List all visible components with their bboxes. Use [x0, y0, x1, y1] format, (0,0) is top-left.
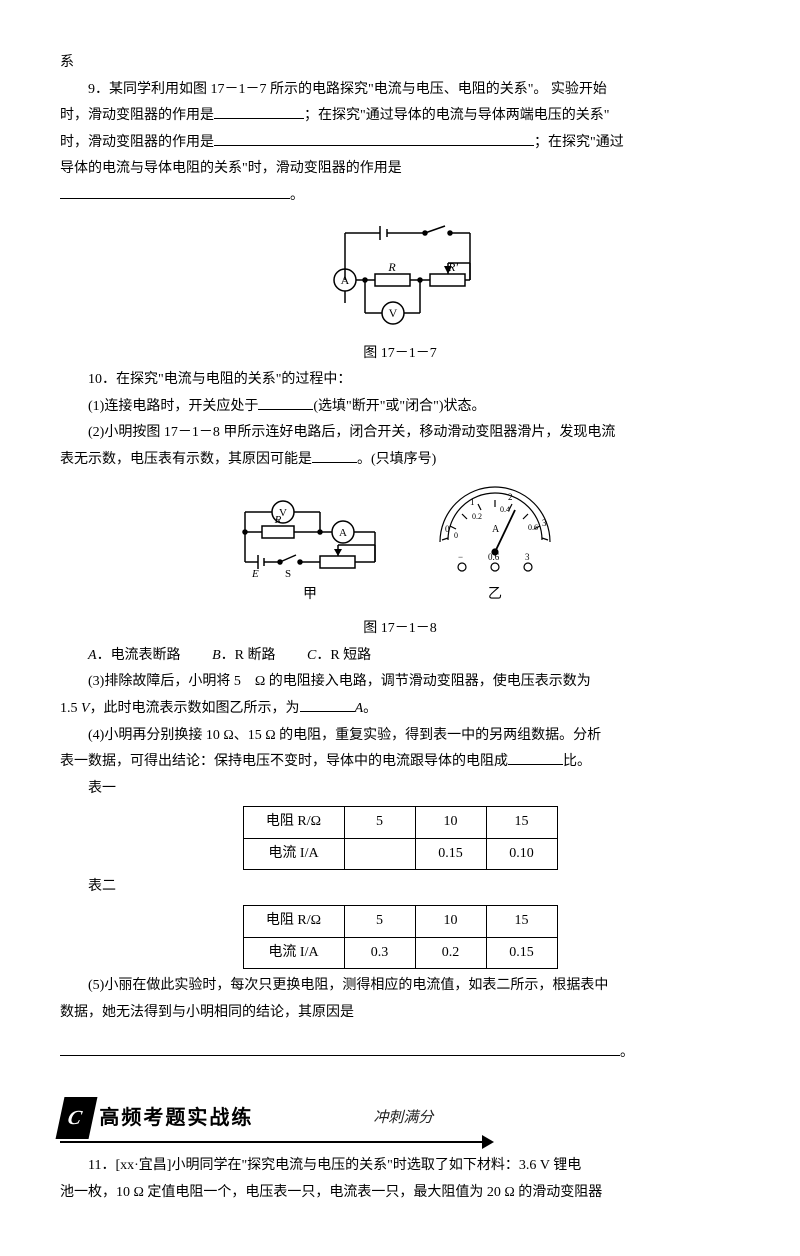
q9-line4: 导体的电流与导体电阻的关系"时，滑动变阻器的作用是: [60, 156, 740, 183]
circuit-diagram-1: A R R' V: [305, 218, 495, 333]
blank: [214, 131, 534, 146]
q10-s5-blank: 。: [60, 1040, 740, 1067]
q10-s3b: 1.5: [60, 701, 81, 716]
svg-text:S: S: [285, 568, 291, 580]
q10-s3end: 。: [363, 701, 377, 716]
opt-B-label: B: [212, 648, 221, 663]
opt-C-label: C: [307, 648, 316, 663]
banner-title: 高频考题实战练: [99, 1099, 253, 1137]
q10-options: A．电流表断路 B．R 断路 C．R 短路: [60, 643, 740, 670]
banner-rule: [60, 1141, 482, 1143]
blank: [508, 750, 563, 765]
q9-l2b: ；在探究"通过导体的电流与导体两端电压的关系": [304, 108, 609, 123]
q10-s2-l2: 表无示数，电压表有示数，其原因可能是 。(只填序号): [60, 447, 740, 474]
q10-s2c: 。(只填序号): [357, 452, 436, 467]
q10-s2b: 表无示数，电压表有示数，其原因可能是: [60, 452, 312, 467]
figure-17-1-7-caption: 图 17－1－7: [60, 341, 740, 368]
table2-label: 表二: [60, 874, 740, 901]
q10-s4-l1: (4)小明再分别换接 10 Ω、15 Ω 的电阻，重复实验，得到表一中的另两组数…: [60, 723, 740, 750]
q9-line5: 。: [60, 183, 740, 210]
q9-line3: 时，滑动变阻器的作用是 ；在探究"通过: [60, 130, 740, 157]
q11-l2: 池一枚，10 Ω 定值电阻一个，电压表一只，电流表一只，最大阻值为 20 Ω 的…: [60, 1180, 740, 1207]
q9-l3a: 时，滑动变阻器的作用是: [60, 135, 214, 150]
svg-text:2: 2: [508, 492, 513, 502]
opt-B: R 断路: [235, 648, 276, 663]
circuit-jia: V R A E S 甲: [230, 487, 390, 609]
banner-subtitle: 冲刺满分: [373, 1104, 433, 1133]
q10-intro: 10．在探究"电流与电阻的关系"的过程中：: [60, 367, 740, 394]
q10-s1a: (1)连接电路时，开关应处于: [88, 399, 258, 414]
svg-text:V: V: [389, 306, 398, 320]
q10-s3c: ，此时电流表示数如图乙所示，为: [90, 701, 300, 716]
svg-text:E: E: [251, 568, 259, 580]
blank: [60, 184, 290, 199]
q10-s4-l2: 表一数据，可得出结论：保持电压不变时，导体中的电流跟导体的电阻成 比。: [60, 749, 740, 776]
q10-s4b: 表一数据，可得出结论：保持电压不变时，导体中的电流跟导体的电阻成: [60, 754, 508, 769]
svg-text:0.6: 0.6: [528, 523, 538, 532]
q9-line2: 时，滑动变阻器的作用是 ；在探究"通过导体的电流与导体两端电压的关系": [60, 103, 740, 130]
ammeter-dial-yi: 0 1 2 3 0 0.2 0.4 0.6 A − 0.6 3 乙: [420, 482, 570, 609]
svg-text:R: R: [387, 260, 396, 274]
svg-text:0: 0: [445, 524, 450, 534]
table-1: 电阻 R/Ω 5 10 15 电流 I/A 0.15 0.10: [243, 806, 558, 870]
q10-s3-l2: 1.5 V，此时电流表示数如图乙所示，为 A。: [60, 696, 740, 723]
svg-text:A: A: [492, 524, 500, 535]
svg-text:0.2: 0.2: [472, 512, 482, 521]
opt-C: R 短路: [330, 648, 371, 663]
banner-letter: C: [56, 1097, 98, 1139]
opt-A-label: A: [88, 648, 97, 663]
blank: [312, 448, 357, 463]
q10-s1: (1)连接电路时，开关应处于 (选填"断开"或"闭合")状态。: [60, 394, 740, 421]
svg-text:A: A: [339, 527, 347, 539]
q10-s1b: (选填"断开"或"闭合")状态。: [313, 399, 485, 414]
label-jia: 甲: [230, 582, 390, 609]
blank: [300, 697, 355, 712]
unit-A: A: [355, 701, 364, 716]
q10-s5-l2: 数据，她无法得到与小明相同的结论，其原因是: [60, 1000, 740, 1027]
svg-text:3: 3: [542, 518, 547, 528]
q9-l3b: ；在探究"通过: [534, 135, 624, 150]
blank-full: [60, 1041, 620, 1056]
svg-text:3: 3: [525, 552, 530, 562]
unit-V: V: [81, 701, 90, 716]
table-2: 电阻 R/Ω 5 10 15 电流 I/A 0.3 0.2 0.15: [243, 905, 558, 969]
svg-text:0.4: 0.4: [500, 505, 510, 514]
opt-A: 电流表断路: [111, 648, 181, 663]
svg-text:1: 1: [470, 497, 475, 507]
q11-l1: 11．[xx·宜昌]小明同学在"探究电流与电压的关系"时选取了如下材料：3.6 …: [60, 1153, 740, 1180]
q10-s2-l1: (2)小明按图 17－1－8 甲所示连好电路后，闭合开关，移动滑动变阻器滑片，发…: [60, 420, 740, 447]
figure-17-1-7: A R R' V: [60, 218, 740, 333]
page-header-char: 系: [60, 50, 740, 77]
svg-text:0: 0: [454, 531, 458, 540]
figure-17-1-8-caption: 图 17－1－8: [60, 616, 740, 643]
q9-l2a: 时，滑动变阻器的作用是: [60, 108, 214, 123]
q9-end: 。: [290, 188, 304, 203]
q10-s4c: 比。: [563, 754, 591, 769]
table1-label: 表一: [60, 776, 740, 803]
figure-17-1-8: V R A E S 甲: [60, 482, 740, 609]
q10-s3-l1: (3)排除故障后，小明将 5 Ω 的电阻接入电路，调节滑动变阻器，使电压表示数为: [60, 669, 740, 696]
blank: [258, 395, 313, 410]
q10-s5end: 。: [620, 1045, 634, 1060]
svg-text:−: −: [458, 552, 463, 562]
svg-text:R: R: [274, 514, 282, 526]
svg-text:0.6: 0.6: [488, 552, 500, 562]
section-banner: C 高频考题实战练 冲刺满分: [60, 1097, 740, 1143]
label-yi: 乙: [420, 582, 570, 609]
svg-text:A: A: [341, 273, 350, 287]
svg-text:R': R': [447, 260, 458, 274]
blank: [214, 104, 304, 119]
q10-s5-l1: (5)小丽在做此实验时，每次只更换电阻，测得相应的电流值，如表二所示，根据表中: [60, 973, 740, 1000]
q9-line1: 9．某同学利用如图 17－1－7 所示的电路探究"电流与电压、电阻的关系"。 实…: [60, 77, 740, 104]
